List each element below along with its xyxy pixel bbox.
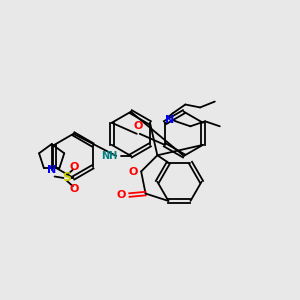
Text: O: O bbox=[116, 190, 126, 200]
Text: O: O bbox=[70, 162, 79, 172]
Text: O: O bbox=[134, 122, 143, 131]
Text: O: O bbox=[70, 184, 79, 194]
Text: O: O bbox=[128, 167, 138, 177]
Text: S: S bbox=[62, 172, 71, 184]
Text: NH: NH bbox=[101, 151, 118, 161]
Text: N: N bbox=[47, 165, 56, 175]
Text: N: N bbox=[164, 115, 174, 125]
